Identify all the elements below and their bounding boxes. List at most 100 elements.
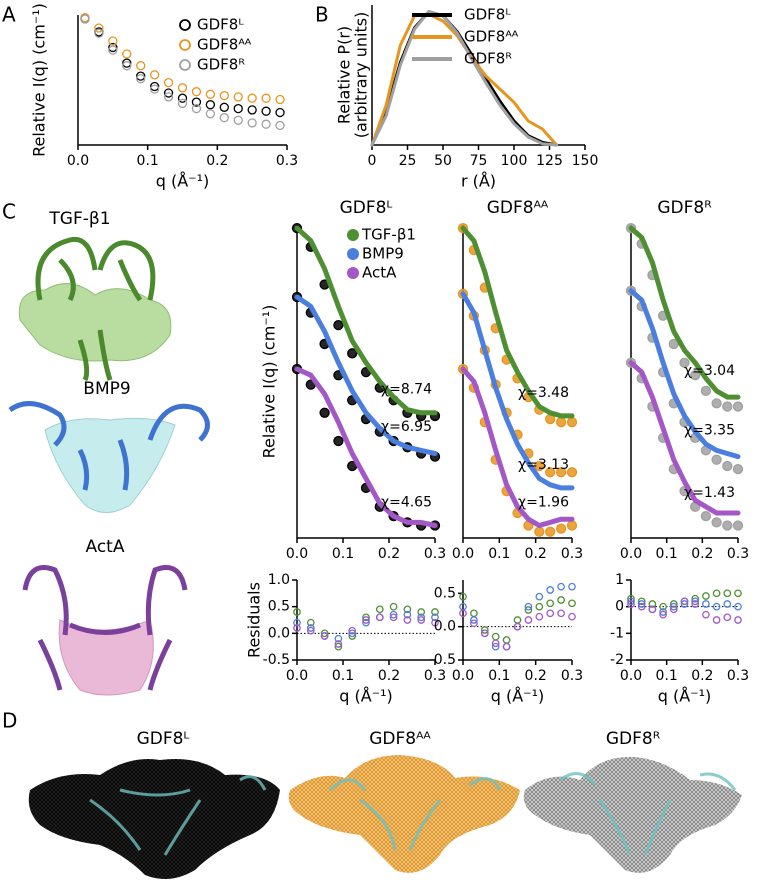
y-tick-label: 0.0 xyxy=(434,619,456,635)
data-point xyxy=(545,526,556,537)
data-point xyxy=(669,605,678,614)
data-point xyxy=(734,616,742,624)
data-point xyxy=(637,600,646,608)
y-tick-label: -2 xyxy=(610,652,624,668)
data-point xyxy=(306,618,315,627)
data-point xyxy=(535,602,544,611)
data-point xyxy=(524,606,533,614)
data-point xyxy=(691,600,700,608)
data-point xyxy=(149,70,160,80)
legend-marker xyxy=(347,267,359,279)
panel-label: A xyxy=(2,3,16,27)
data-point xyxy=(403,616,412,624)
data-point xyxy=(334,634,343,643)
data-point xyxy=(362,616,370,624)
data-point xyxy=(247,118,257,128)
legend-label: BMP9 xyxy=(362,245,404,263)
data-point xyxy=(136,71,146,81)
chart-title: GDF8ᴿ xyxy=(657,198,712,218)
x-tick-label: 75 xyxy=(470,153,488,169)
panel-label: D xyxy=(2,709,17,733)
legend-label: GDF8ᴸ xyxy=(197,16,244,34)
data-point xyxy=(403,605,412,614)
data-point xyxy=(334,642,343,651)
data-point xyxy=(417,616,426,624)
data-point xyxy=(566,417,578,428)
data-point xyxy=(700,510,712,522)
data-point xyxy=(524,616,533,624)
data-point xyxy=(319,407,330,418)
y-tick-label: 0.5 xyxy=(434,585,456,601)
data-point xyxy=(669,600,678,608)
data-point xyxy=(149,81,160,92)
chart-title: GDF8ᴸ xyxy=(340,198,393,218)
y-tick-label: -1 xyxy=(610,625,624,641)
data-point xyxy=(389,602,398,611)
data-point xyxy=(557,582,565,591)
data-point xyxy=(627,594,635,603)
x-tick-label: 0.1 xyxy=(488,668,510,684)
structure-title: TGF-β1 xyxy=(48,209,110,229)
legend-label: GDF8ᴿ xyxy=(197,56,245,74)
chi-annotation: χ=8.74 xyxy=(381,382,432,398)
data-point xyxy=(513,622,522,631)
legend-label: ActA xyxy=(362,264,397,282)
y-tick-label: 0.5 xyxy=(268,599,290,615)
legend-label: GDF8ᴬᴬ xyxy=(197,36,252,54)
data-point xyxy=(334,640,343,648)
data-point xyxy=(459,609,467,618)
data-point xyxy=(136,61,146,71)
structure-title: ActA xyxy=(86,537,125,557)
data-point xyxy=(320,632,329,640)
data-point xyxy=(293,624,301,632)
envelope-gdf8r xyxy=(523,756,742,873)
series-line xyxy=(628,288,741,460)
data-point xyxy=(566,467,578,478)
data-point xyxy=(348,632,357,640)
data-point xyxy=(680,597,689,606)
data-point xyxy=(191,87,202,97)
panel-label: C xyxy=(2,200,16,224)
data-point xyxy=(459,592,467,601)
x-tick-label: 25 xyxy=(399,153,417,169)
data-point xyxy=(712,602,721,611)
data-point xyxy=(191,103,202,114)
data-point xyxy=(502,636,511,644)
data-point xyxy=(679,357,690,368)
data-point xyxy=(389,610,398,619)
chi-annotation: χ=3.48 xyxy=(518,385,569,401)
x-tick-label: 0.0 xyxy=(620,546,642,562)
data-point xyxy=(627,597,635,606)
data-point xyxy=(417,613,426,622)
y-tick-label: -0.5 xyxy=(429,652,456,668)
data-point xyxy=(711,517,722,528)
y-tick-label: 1.0 xyxy=(268,572,290,588)
structure-title: BMP9 xyxy=(83,379,130,399)
envelope-title: GDF8ᴿ xyxy=(606,729,661,749)
data-point xyxy=(534,460,545,472)
data-point xyxy=(191,97,202,107)
data-point xyxy=(470,616,478,624)
data-point xyxy=(177,83,188,93)
envelope-gdf8aa xyxy=(288,755,520,873)
data-point xyxy=(163,92,174,102)
y-tick-label: 0 xyxy=(615,599,624,615)
legend-marker xyxy=(179,39,191,51)
data-point xyxy=(680,600,689,608)
x-axis-label: r (Å) xyxy=(461,172,496,191)
chart-title: GDF8ᴬᴬ xyxy=(487,198,549,218)
x-tick-label: 0.2 xyxy=(378,668,400,684)
data-point xyxy=(659,610,667,619)
x-tick-label: 0.3 xyxy=(561,546,583,562)
data-point xyxy=(122,49,132,59)
data-point xyxy=(722,520,733,531)
data-point xyxy=(362,613,370,622)
series-line xyxy=(460,366,575,528)
data-point xyxy=(375,605,384,614)
data-point xyxy=(306,624,315,632)
panel-label: B xyxy=(315,3,329,27)
data-point xyxy=(722,401,733,412)
envelope-gdf8l xyxy=(28,759,280,879)
data-point xyxy=(389,613,398,622)
